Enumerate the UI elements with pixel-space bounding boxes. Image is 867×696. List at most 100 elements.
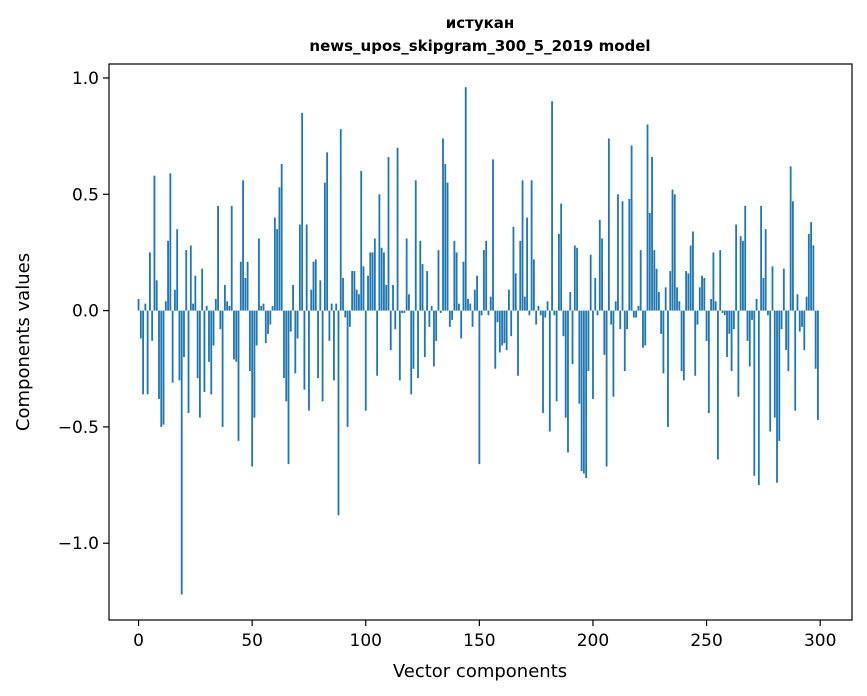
bar: [171, 310, 174, 383]
bar: [660, 310, 663, 334]
bar: [451, 310, 454, 320]
bar: [180, 310, 183, 595]
bar: [742, 240, 744, 311]
bar: [262, 303, 265, 311]
bar: [317, 310, 319, 379]
bar: [723, 310, 726, 316]
bar: [242, 180, 244, 311]
bar: [414, 180, 417, 311]
bar: [408, 294, 410, 311]
bar: [435, 310, 438, 341]
bar: [778, 310, 781, 441]
bar: [485, 240, 488, 311]
bar: [653, 250, 656, 311]
bar: [544, 310, 547, 318]
bar: [810, 222, 813, 311]
bar: [444, 164, 447, 311]
bar: [673, 194, 676, 311]
bar: [239, 261, 242, 311]
bar: [342, 278, 344, 311]
bar: [564, 310, 567, 418]
bar: [337, 310, 340, 516]
bar: [689, 245, 692, 311]
bar: [426, 271, 429, 311]
bar: [523, 296, 526, 311]
x-axis-ticks: 0 50 100 150 200 250 300: [133, 620, 836, 651]
bar: [230, 205, 233, 311]
bar: [464, 87, 467, 311]
bar: [348, 310, 351, 327]
bar: [626, 310, 628, 330]
x-tick-label: 0: [133, 631, 144, 651]
bar: [692, 231, 694, 311]
bar: [196, 310, 199, 379]
bar: [644, 310, 647, 346]
bar: [757, 310, 760, 486]
bar: [812, 245, 815, 311]
bar: [201, 268, 204, 311]
bar: [805, 296, 808, 311]
bar: [473, 289, 476, 311]
bar: [453, 240, 456, 311]
bar: [160, 310, 163, 427]
bar: [380, 247, 383, 311]
bar: [798, 310, 801, 332]
bar: [535, 310, 538, 325]
bar: [526, 217, 528, 311]
bar: [796, 294, 799, 311]
bar: [389, 310, 392, 351]
x-tick-label: 50: [241, 631, 263, 651]
bar: [592, 310, 594, 399]
bar: [298, 224, 301, 311]
bar: [428, 310, 431, 327]
bar: [185, 250, 188, 311]
bar: [682, 310, 685, 381]
bar: [542, 310, 544, 413]
bar: [476, 275, 478, 311]
bar: [155, 280, 158, 311]
bar: [703, 278, 706, 311]
bar: [596, 310, 599, 316]
bar: [396, 147, 399, 311]
bar: [267, 310, 269, 334]
bar: [632, 310, 635, 318]
bar: [487, 310, 490, 316]
y-tick-label: 1.0: [72, 69, 99, 89]
bar: [746, 310, 749, 341]
bar: [601, 238, 603, 311]
bar: [721, 310, 724, 313]
bar: [153, 175, 156, 311]
bar: [296, 310, 299, 339]
bar: [187, 310, 190, 413]
bar: [510, 310, 513, 337]
bar: [223, 285, 226, 311]
bar: [439, 310, 442, 313]
x-tick-label: 100: [350, 631, 382, 651]
bar: [273, 217, 276, 311]
bar: [260, 305, 263, 311]
bar: [726, 310, 728, 358]
bar: [589, 254, 592, 311]
bar: [555, 310, 558, 402]
bar: [698, 287, 701, 311]
bar: [532, 259, 535, 311]
bar: [794, 310, 797, 411]
bar: [301, 112, 304, 311]
bar: [212, 310, 215, 346]
bar: [430, 305, 433, 311]
bar: [251, 310, 254, 467]
bar: [419, 240, 422, 311]
bar: [421, 264, 424, 311]
bar: [585, 310, 588, 479]
bar: [237, 310, 240, 441]
bar: [442, 138, 444, 311]
bar: [567, 310, 569, 453]
bar: [221, 310, 224, 427]
bar: [769, 310, 772, 432]
bar: [551, 101, 553, 311]
bar: [151, 310, 154, 341]
bar: [528, 310, 531, 316]
bar: [233, 310, 235, 360]
bar: [621, 201, 624, 311]
